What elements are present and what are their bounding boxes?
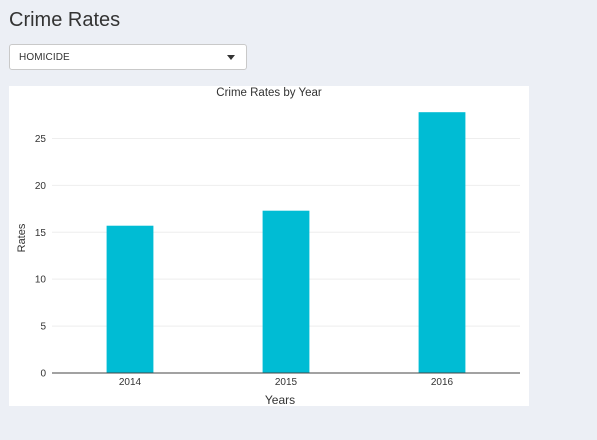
bar-2016[interactable]	[418, 112, 466, 374]
y-tick-label: 25	[35, 134, 47, 145]
bar-2014[interactable]	[106, 225, 154, 373]
chart-svg: 0 5 10 15 20 25 2014 2015 2016 Crime Rates by Y…	[16, 87, 520, 406]
y-tick-label: 5	[40, 322, 46, 333]
y-tick-label: 10	[35, 275, 47, 286]
crime-type-dropdown[interactable]: HOMICIDE	[9, 44, 247, 70]
x-tick-label: 2015	[275, 377, 298, 388]
x-tick-label: 2014	[119, 377, 142, 388]
y-tick-label: 15	[35, 228, 47, 239]
y-tick-label: 20	[35, 181, 47, 192]
crime-rates-chart: 0 5 10 15 20 25 2014 2015 2016 Crime Rates by Y…	[9, 86, 529, 406]
y-axis-label: Rates	[16, 223, 28, 252]
caret-down-icon[interactable]	[227, 55, 235, 60]
crime-type-selected-value: HOMICIDE	[19, 52, 70, 63]
x-axis-label: Years	[265, 393, 295, 406]
bar-2015[interactable]	[262, 210, 310, 373]
chart-title: Crime Rates by Year	[216, 87, 322, 99]
x-tick-label: 2016	[431, 377, 454, 388]
y-tick-label: 0	[40, 369, 46, 380]
page-title: Crime Rates	[9, 9, 121, 31]
